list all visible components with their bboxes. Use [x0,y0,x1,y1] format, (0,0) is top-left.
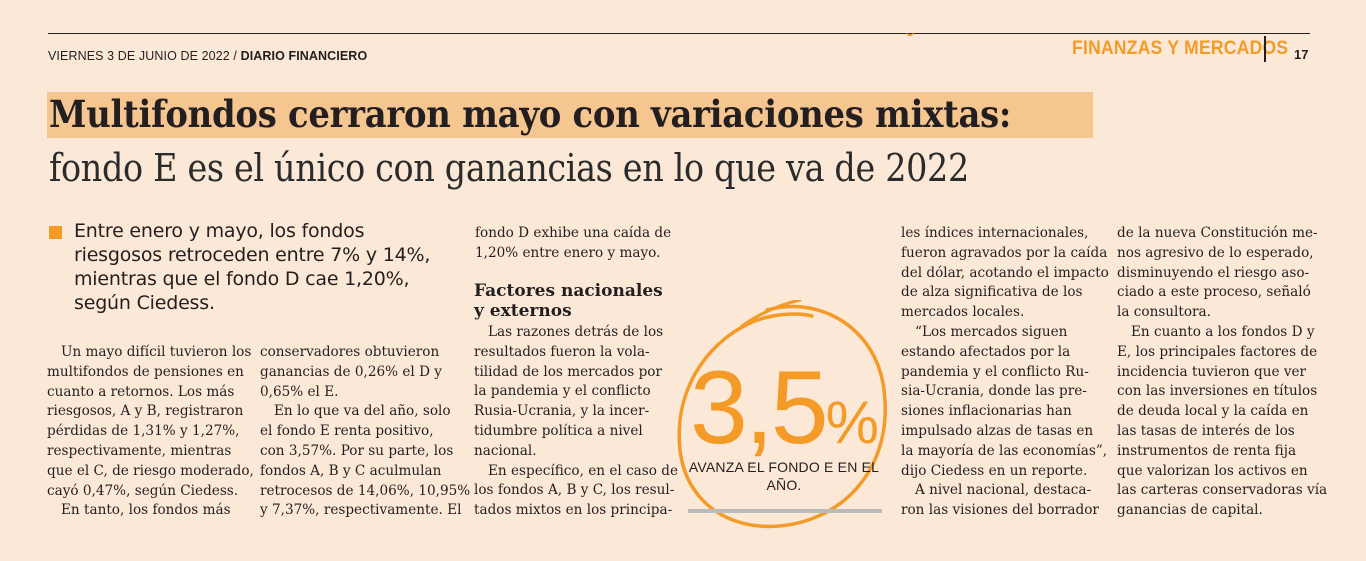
hand-drawn-circle-icon [677,300,887,529]
text-line: En cuanto a los fondos D y [1131,323,1315,340]
lead-line: Entre enero y mayo, los fondos [74,220,365,242]
subheading-line: y externos [474,301,572,321]
text-line: que el C, de riesgo moderado, [47,462,254,479]
subheading: Factores nacionales y externos [474,281,663,321]
text-line: riesgosos, A y B, registraron [47,403,244,420]
text-line: con las inversiones en títulos [1117,383,1318,400]
text-line: Rusia-Ucrania, y la incer- [474,403,650,420]
text-line: siones inflacionarias han [901,403,1072,420]
text-line: Un mayo difícil tuvieron los [61,344,252,360]
article-column-3-top: fondo D exhibe una caída de 1,20% entre … [475,224,671,264]
text-line: fondo D exhibe una caída de [475,225,672,241]
text-line: les índices internacionales, [901,225,1089,241]
text-line: pandemia y el conflicto Ru- [901,363,1089,380]
header-divider [1264,36,1266,62]
text-line: cayó 0,47%, según Ciedess. [47,482,239,499]
article-column-4: les índices internacionales, fueron agra… [901,224,1109,521]
text-line: 1,20% entre enero y mayo. [475,244,661,261]
text-line: pérdidas de 1,31% y 1,27%, [47,423,240,440]
text-line: respectivamente, mientras [47,442,232,459]
text-line: que valorizan los activos en [1117,462,1308,479]
article-column-1: Un mayo difícil tuvieron los multifondos… [47,343,254,521]
text-line: fondos A, B y C aculmulan [260,462,442,479]
text-line: los fondos A, B y C, los resul- [474,482,675,499]
text-line: En tanto, los fondos más [61,502,231,519]
text-line: retrocesos de 14,06%, 10,95% [260,482,471,499]
text-line: la mayoría de las economías”, [901,442,1108,459]
lead-line: según Ciedess. [74,292,215,314]
text-line: mercados locales. [901,304,1025,321]
article-column-2: conservadores obtuvieron ganancias de 0,… [260,343,470,521]
text-line: resultados fueron la vola- [474,343,650,360]
stat-caption: AVANZA EL FONDO E EN EL AÑO. [688,459,880,493]
headline-highlight [47,92,1093,138]
text-line: tilidad de los mercados por [474,363,662,380]
text-line: cuanto a retornos. Los más [47,383,235,400]
section-name: FINANZAS Y MERCADOS [1072,38,1289,59]
text-line: fueron agravados por la caída [901,244,1108,261]
text-line: y 7,37%, respectivamente. El [260,502,462,519]
text-line: estando afectados por la [901,343,1071,360]
text-line: ganancias de capital. [1117,502,1263,519]
text-line: multifondos de pensiones en [47,363,244,380]
text-line: las carteras conservadoras vía [1117,482,1328,499]
text-line: tidumbre política a nivel [474,422,643,439]
article-column-5: de la nueva Constitución me- nos agresiv… [1117,224,1327,521]
headline-main: Multifondos cerraron mayo con variacione… [49,92,1012,136]
text-line: ciado a este proceso, señaló [1117,284,1311,301]
text-line: Las razones detrás de los [488,324,664,340]
dateline: VIERNES 3 DE JUNIO DE 2022 / DIARIO FINA… [48,49,367,63]
text-line: nos agresivo de lo esperado, [1117,244,1314,261]
text-line: 0,65% el E. [260,383,339,400]
text-line: tados mixtos en los principa- [474,502,673,519]
stat-figure: 3,5% [690,356,879,473]
stat-underline [688,509,882,513]
text-line: En específico, en el caso de [488,462,679,479]
text-line: impulsado alzas de tasas en [901,422,1094,439]
text-line: disminuyendo el riesgo aso- [1117,264,1310,281]
orange-tick-mark [906,30,914,36]
page-number: 17 [1294,47,1309,62]
text-line: del dólar, acotando el impacto [901,264,1109,281]
text-line: incidencia tuvieron que ver [1117,363,1307,380]
stat-value: 3,5 [690,350,829,466]
date-text: VIERNES 3 DE JUNIO DE 2022 / [48,49,237,63]
text-line: la consultora. [1117,304,1211,321]
header-rule [48,33,1310,34]
stat-unit: % [825,389,879,456]
headline-secondary: fondo E es el único con ganancias en lo … [49,146,969,190]
text-line: con 3,57%. Por su parte, los [260,442,454,459]
lead-line: mientras que el fondo D cae 1,20%, [74,268,410,290]
subheading-line: Factores nacionales [474,281,663,301]
text-line: de alza significativa de los [901,284,1083,301]
text-line: instrumentos de renta fija [1117,442,1297,459]
text-line: ganancias de 0,26% el D y [260,363,442,380]
text-line: las tasas de interés de los [1117,422,1295,439]
text-line: dijo Ciedess en un reporte. [901,462,1088,479]
text-line: la pandemia y el conflicto [474,383,651,400]
text-line: ron las visiones del borrador [901,502,1099,519]
text-line: En lo que va del año, solo [274,403,451,420]
lead-line: riesgosos retroceden entre 7% y 14%, [74,244,431,266]
article-column-3: Las razones detrás de los resultados fue… [474,323,678,521]
text-line: de la nueva Constitución me- [1117,225,1318,241]
text-line: A nivel nacional, destaca- [915,482,1092,499]
text-line: conservadores obtuvieron [260,344,440,360]
lead-bullet-icon [49,226,62,239]
text-line: E, los principales factores de [1117,343,1318,360]
newspaper-name: DIARIO FINANCIERO [240,49,368,63]
text-line: nacional. [474,442,537,459]
lead-summary: Entre enero y mayo, los fondos riesgosos… [74,219,454,315]
text-line: sia-Ucrania, donde las pre- [901,383,1087,400]
text-line: “Los mercados siguen [915,323,1068,340]
text-line: el fondo E renta positivo, [260,423,434,440]
text-line: de deuda local y la caída en [1117,403,1309,420]
